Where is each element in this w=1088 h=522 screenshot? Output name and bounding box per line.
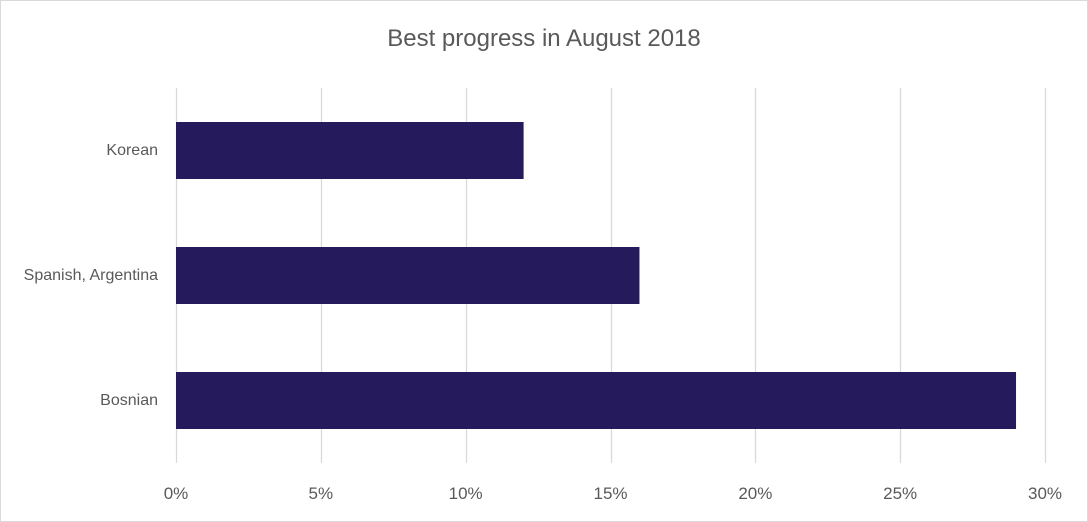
category-label-1: Spanish, Argentina [24,267,158,284]
bars [176,122,1017,429]
category-label-2: Bosnian [100,392,158,409]
bar-2 [176,372,1017,429]
chart-title: Best progress in August 2018 [387,25,701,52]
category-labels: Korean Spanish, Argentina Bosnian [24,142,158,409]
category-label-0: Korean [106,142,158,159]
x-tick-label-2: 10% [449,484,483,503]
bar-0 [176,122,524,179]
x-tick-label-5: 25% [883,484,917,503]
x-tick-label-3: 15% [593,484,627,503]
x-tick-label-1: 5% [309,484,334,503]
x-tick-label-4: 20% [738,484,772,503]
x-tick-label-0: 0% [164,484,189,503]
x-tick-labels: 0% 5% 10% 15% 20% 25% 30% [164,484,1062,503]
x-tick-label-6: 30% [1028,484,1062,503]
bar-1 [176,247,640,304]
